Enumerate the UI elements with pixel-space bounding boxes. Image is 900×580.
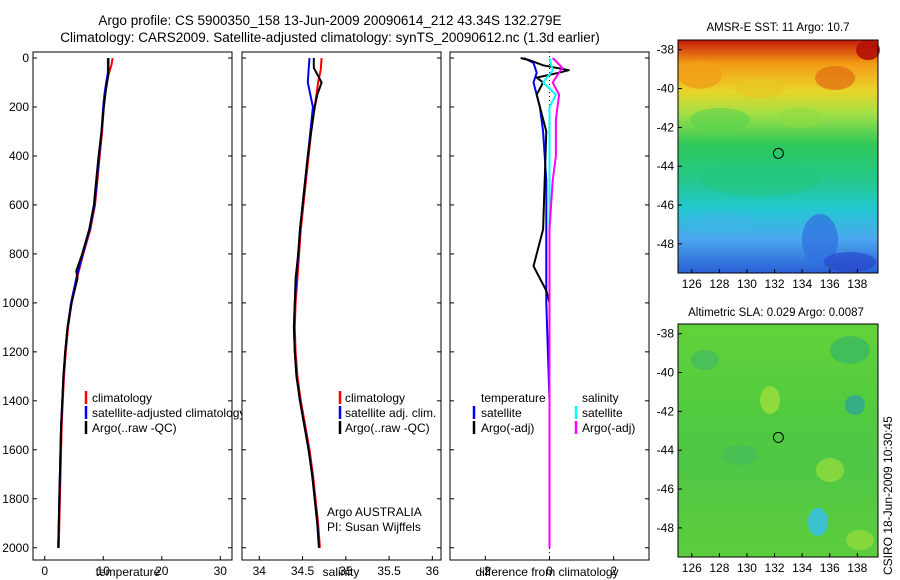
legend-temp-satellite: satellite <box>481 406 522 420</box>
series-line-argo-raw-qc- <box>57 58 110 548</box>
y-tick-label: 200 <box>9 100 29 114</box>
sla-heatmap-texture <box>691 336 874 550</box>
map-x-tick-label: 126 <box>682 561 702 575</box>
map-x-tick-label: 134 <box>792 277 812 291</box>
map-y-tick-label: -48 <box>657 521 675 535</box>
map-y-tick-label: -44 <box>657 159 675 173</box>
map-y-tick-label: -38 <box>657 327 675 341</box>
y-tick-label: 800 <box>9 247 29 261</box>
map-y-tick-label: -44 <box>657 443 675 457</box>
map-y-tick-label: -42 <box>657 120 675 134</box>
salinity-plot-frame <box>241 51 442 561</box>
legend-argo: Argo(..raw -QC) <box>345 421 430 435</box>
map-x-tick-label: 136 <box>820 561 840 575</box>
salinity-panel: 34 34.5 35 35.5 36 salinity climatology sate… <box>241 51 442 579</box>
y-tick-label: 1400 <box>2 394 29 408</box>
map-x-tick-label: 126 <box>682 277 702 291</box>
y-tick-label: 1200 <box>2 345 29 359</box>
annotation-pi: PI: Susan Wijffels <box>327 520 421 534</box>
map-y-tick-label: -46 <box>657 198 675 212</box>
x-tick-label: 30 <box>214 564 228 578</box>
sla-map-title: Altimetric SLA: 0.029 Argo: 0.0087 <box>688 307 864 319</box>
temperature-panel: 0 10 20 30 0 200 400 600 800 1000 1200 1400 1600 1800… <box>2 51 245 579</box>
legend-temp-argo: Argo(-adj) <box>481 421 534 435</box>
map-y-tick-label: -48 <box>657 237 675 251</box>
y-tick-label: 1600 <box>2 443 29 457</box>
salinity-legend: climatology satellite adj. clim. Argo(..… <box>338 391 436 435</box>
map-x-tick-label: 134 <box>792 561 812 575</box>
x-tick-label: -2 <box>480 564 491 578</box>
legend-satellite-adjusted: satellite-adjusted climatology <box>92 406 245 420</box>
map-y-tick-label: -40 <box>657 82 675 96</box>
legend-argo: Argo(..raw -QC) <box>92 421 177 435</box>
argo-location-marker <box>772 431 784 443</box>
y-tick-label: 2000 <box>2 541 29 555</box>
x-tick-label: 36 <box>426 564 440 578</box>
temperature-plot-frame <box>32 51 233 561</box>
x-tick-label: 34.5 <box>291 564 315 578</box>
csiro-timestamp-label: CSIRO 18-Jun-2009 10:30:45 <box>881 416 895 575</box>
map-x-tick-label: 138 <box>847 561 867 575</box>
difference-legend: temperature satellite Argo(-adj) salinit… <box>472 391 635 435</box>
sst-map-panel: AMSR-E SST: 11 Argo: 10.7 126 128 130 132 13… <box>657 22 880 291</box>
map-x-tick-label: 132 <box>765 561 785 575</box>
map-y-tick-label: -40 <box>657 366 675 380</box>
y-tick-label: 1000 <box>2 296 29 310</box>
x-tick-label: 34 <box>253 564 267 578</box>
plot-title-line-2: Climatology: CARS2009. Satellite-adjuste… <box>60 30 600 45</box>
difference-axis-label: difference from climatology <box>475 565 618 579</box>
map-x-tick-label: 128 <box>709 277 729 291</box>
y-tick-label: 600 <box>9 198 29 212</box>
sla-map-panel: Altimetric SLA: 0.029 Argo: 0.0087 126 12… <box>657 307 879 575</box>
sst-heatmap-texture <box>678 40 880 272</box>
map-x-tick-label: 130 <box>737 277 757 291</box>
temperature-axis-label: temperature <box>96 565 161 579</box>
legend-temperature-header: temperature <box>481 391 546 405</box>
series-line-temperature-satellite <box>523 57 551 548</box>
x-tick-label: 0 <box>546 564 553 578</box>
map-x-tick-label: 132 <box>765 277 785 291</box>
x-tick-label: 2 <box>610 564 617 578</box>
legend-sal-argo: Argo(-adj) <box>582 421 635 435</box>
x-tick-label: 35 <box>339 564 353 578</box>
legend-climatology: climatology <box>345 391 405 405</box>
map-x-tick-label: 128 <box>709 561 729 575</box>
sst-map-title: AMSR-E SST: 11 Argo: 10.7 <box>707 22 850 34</box>
series-line-temperature-argo-adj- <box>520 57 570 548</box>
map-y-tick-label: -38 <box>657 43 675 57</box>
map-x-tick-label: 138 <box>847 277 867 291</box>
salinity-axis-label: salinity <box>323 565 360 579</box>
temperature-legend: climatology satellite-adjusted climatolo… <box>84 391 245 435</box>
map-x-tick-label: 130 <box>737 561 757 575</box>
x-tick-label: 35.5 <box>377 564 401 578</box>
y-tick-label: 1800 <box>2 492 29 506</box>
series-line-salinity-argo-adj- <box>548 57 564 548</box>
legend-sal-satellite: satellite <box>582 406 623 420</box>
plot-title-line-1: Argo profile: CS 5900350_158 13-Jun-2009… <box>98 13 562 28</box>
y-tick-label: 0 <box>22 51 29 65</box>
map-x-tick-label: 136 <box>820 277 840 291</box>
argo-location-marker <box>772 147 784 159</box>
sst-map-frame <box>677 39 879 274</box>
annotation-argo-australia: Argo AUSTRALIA <box>327 505 422 519</box>
sla-map-frame <box>677 323 879 558</box>
map-y-tick-label: -46 <box>657 482 675 496</box>
x-tick-label: 10 <box>97 564 111 578</box>
map-y-tick-label: -42 <box>657 404 675 418</box>
y-tick-label: 400 <box>9 149 29 163</box>
legend-satellite-adj: satellite adj. clim. <box>345 406 436 420</box>
legend-salinity-header: salinity <box>582 391 619 405</box>
difference-panel: -2 0 2 difference from climatology tempera… <box>449 51 650 579</box>
legend-climatology: climatology <box>92 391 152 405</box>
x-tick-label: 20 <box>155 564 169 578</box>
series-line-argo-raw-qc- <box>292 58 323 548</box>
x-tick-label: 0 <box>41 564 48 578</box>
